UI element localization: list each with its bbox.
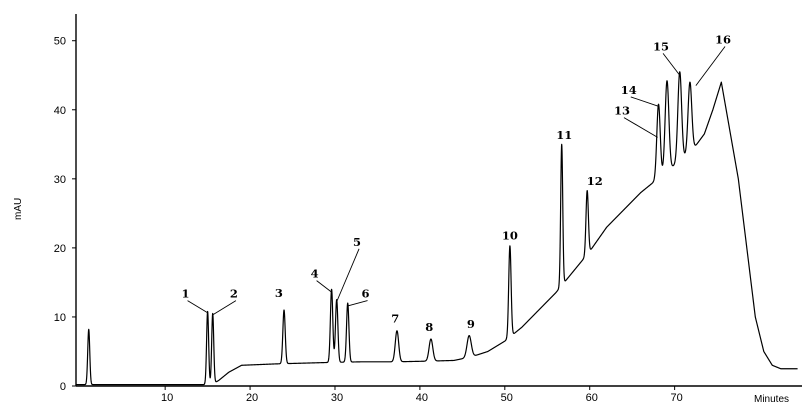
peak-leader-line <box>336 248 360 302</box>
peak-leader-line <box>623 117 658 138</box>
peak-leader-line <box>347 300 368 307</box>
peak-label-6: 6 <box>362 287 370 301</box>
peak-label-7: 7 <box>391 311 399 325</box>
peak-leader-line <box>316 280 332 293</box>
peak-label-3: 3 <box>275 286 283 300</box>
y-tick-label: 0 <box>60 381 66 393</box>
peak-label-11: 11 <box>556 128 572 142</box>
y-tick-label: 50 <box>54 36 66 48</box>
peak-label-10: 10 <box>502 229 518 243</box>
x-tick-label: 30 <box>331 392 343 404</box>
peak-leader-line <box>695 46 726 86</box>
peak-leader-line <box>212 300 237 316</box>
peak-label-4: 4 <box>311 267 319 281</box>
peak-label-14: 14 <box>621 83 637 97</box>
x-tick-label: 10 <box>161 392 173 404</box>
ticks: 10 20 30 40 50 60 70 0 10 20 30 40 50 <box>54 36 683 404</box>
peak-leader-line <box>662 53 681 76</box>
peak-label-15: 15 <box>653 39 669 53</box>
y-axis-title: mAU <box>13 198 24 220</box>
peak-label-5: 5 <box>353 235 361 249</box>
y-tick-label: 40 <box>54 105 66 117</box>
peak-label-16: 16 <box>715 32 731 46</box>
axes <box>75 14 802 387</box>
peak-label-8: 8 <box>425 320 433 334</box>
peak-label-9: 9 <box>467 317 475 331</box>
y-tick-label: 10 <box>54 312 66 324</box>
y-tick-label: 30 <box>54 174 66 186</box>
x-tick-label: 60 <box>586 392 598 404</box>
chromatogram-trace <box>75 71 799 386</box>
peak-leader-line <box>630 96 659 107</box>
x-axis-title: Minutes <box>754 394 789 405</box>
peak-label-2: 2 <box>230 287 238 301</box>
x-tick-label: 20 <box>246 392 258 404</box>
x-tick-label: 50 <box>501 392 513 404</box>
x-tick-label: 40 <box>416 392 428 404</box>
peak-label-13: 13 <box>614 104 630 118</box>
peak-label-12: 12 <box>587 174 603 188</box>
peak-label-1: 1 <box>182 287 190 301</box>
x-tick-label: 70 <box>671 392 683 404</box>
y-tick-label: 20 <box>54 243 66 255</box>
peak-leader-line <box>187 300 208 314</box>
